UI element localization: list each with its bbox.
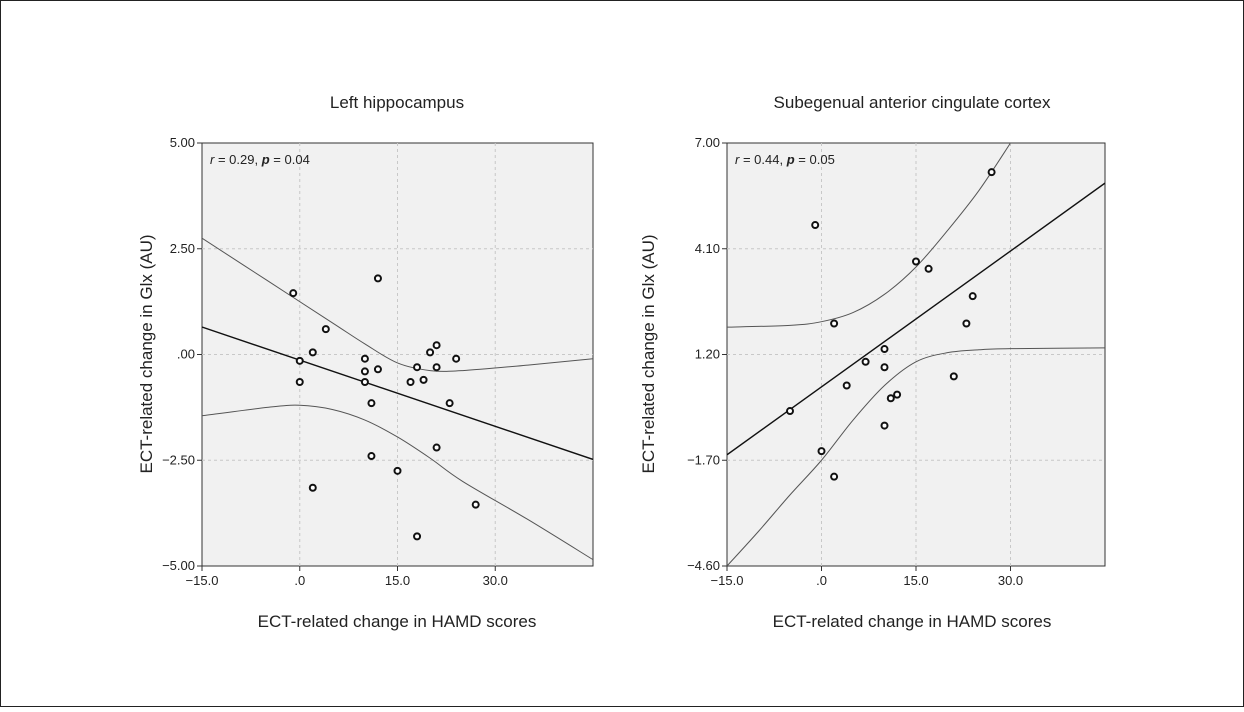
scatter-point <box>882 423 888 429</box>
scatter-point <box>812 222 818 228</box>
stat-r-value: 0.29 <box>229 152 254 167</box>
scatter-point <box>362 368 368 374</box>
stat-p-value: 0.05 <box>810 152 835 167</box>
x-tick-label: 15.0 <box>903 573 928 588</box>
scatter-point <box>362 379 368 385</box>
y-tick-label: .00 <box>177 347 195 362</box>
stat-p-value: 0.04 <box>285 152 310 167</box>
y-tick-label: 5.00 <box>170 135 195 150</box>
x-tick-label: .0 <box>294 573 305 588</box>
scatter-point <box>310 485 316 491</box>
y-tick-label: 2.50 <box>170 241 195 256</box>
y-axis-ticks: −5.00 −2.50 .00 2.50 5.00 <box>162 135 202 573</box>
panel-subgenual-acc: Subegenual anterior cingulate cortex −15… <box>639 93 1105 631</box>
scatter-point <box>888 395 894 401</box>
y-axis-label: ECT-related change in Glx (AU) <box>639 234 658 473</box>
scatter-point <box>414 364 420 370</box>
scatter-point <box>989 169 995 175</box>
x-tick-label: −15.0 <box>186 573 219 588</box>
scatter-point <box>310 349 316 355</box>
scatter-point <box>447 400 453 406</box>
scatter-point <box>362 356 368 362</box>
y-tick-label: 4.10 <box>695 241 720 256</box>
scatter-point <box>963 321 969 327</box>
scatter-point <box>421 377 427 383</box>
stat-r-value: 0.44 <box>754 152 779 167</box>
scatter-point <box>395 468 401 474</box>
x-tick-label: 15.0 <box>385 573 410 588</box>
scatter-point <box>375 275 381 281</box>
y-axis-label: ECT-related change in Glx (AU) <box>137 234 156 473</box>
chart-title: Left hippocampus <box>330 93 464 112</box>
scatter-point <box>882 346 888 352</box>
y-tick-label: 7.00 <box>695 135 720 150</box>
scatter-point <box>831 321 837 327</box>
scatter-point <box>831 474 837 480</box>
scatter-point <box>951 373 957 379</box>
scatter-point <box>434 364 440 370</box>
x-tick-label: .0 <box>816 573 827 588</box>
scatter-point <box>323 326 329 332</box>
scatter-point <box>894 392 900 398</box>
scatter-point <box>434 445 440 451</box>
y-tick-label: −1.70 <box>687 452 720 467</box>
scatter-point <box>414 533 420 539</box>
scatter-point <box>926 266 932 272</box>
panel-left-hippocampus: Left hippocampus −15.0 .0 15.0 30.0 −5.00 −2… <box>137 93 593 631</box>
y-tick-label: −5.00 <box>162 558 195 573</box>
scatter-point <box>297 379 303 385</box>
scatter-point <box>844 382 850 388</box>
scatter-point <box>375 366 381 372</box>
chart-title: Subegenual anterior cingulate cortex <box>774 93 1051 112</box>
scatter-point <box>473 502 479 508</box>
scatter-point <box>290 290 296 296</box>
scatter-point <box>863 359 869 365</box>
scatter-point <box>787 408 793 414</box>
scatter-point <box>408 379 414 385</box>
scatter-point <box>368 400 374 406</box>
scatter-point <box>882 364 888 370</box>
stat-annotation: r = 0.29, p = 0.04 <box>210 152 310 167</box>
scatter-point <box>970 293 976 299</box>
stat-annotation: r = 0.44, p = 0.05 <box>735 152 835 167</box>
scatter-point <box>427 349 433 355</box>
x-axis-label: ECT-related change in HAMD scores <box>258 612 537 631</box>
x-axis-label: ECT-related change in HAMD scores <box>773 612 1052 631</box>
scatter-point <box>913 259 919 265</box>
scatter-point <box>453 356 459 362</box>
y-tick-label: −2.50 <box>162 452 195 467</box>
y-axis-ticks: −4.60 −1.70 1.20 4.10 7.00 <box>687 135 727 573</box>
scatter-point <box>297 358 303 364</box>
x-tick-label: −15.0 <box>711 573 744 588</box>
x-tick-label: 30.0 <box>483 573 508 588</box>
y-tick-label: 1.20 <box>695 347 720 362</box>
x-axis-ticks: −15.0 .0 15.0 30.0 <box>711 566 1024 588</box>
x-tick-label: 30.0 <box>998 573 1023 588</box>
scatter-point <box>434 342 440 348</box>
scatter-point <box>819 448 825 454</box>
x-axis-ticks: −15.0 .0 15.0 30.0 <box>186 566 508 588</box>
scatter-point <box>368 453 374 459</box>
y-tick-label: −4.60 <box>687 558 720 573</box>
